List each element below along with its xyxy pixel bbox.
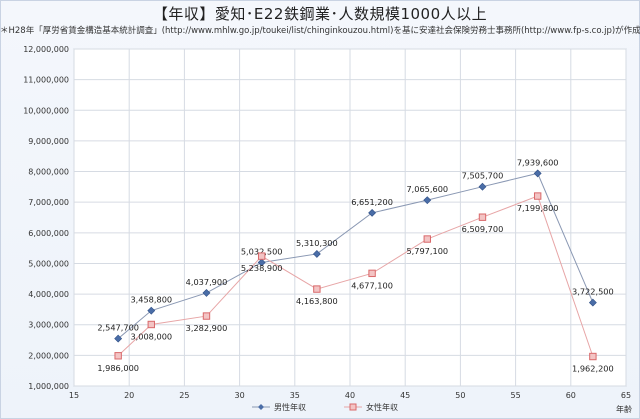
data-label: 4,677,100: [351, 280, 393, 290]
y-tick-label: 10,000,000: [23, 106, 69, 115]
data-label: 4,163,800: [296, 296, 338, 306]
data-label: 5,032,500: [241, 246, 283, 256]
data-point-female: [589, 352, 597, 361]
data-point-female: [533, 192, 542, 200]
data-point-female: [313, 285, 321, 293]
legend-marker-square: [349, 403, 357, 411]
y-tick-label: 6,000,000: [28, 229, 69, 238]
data-label: 5,310,300: [296, 238, 338, 248]
data-label: 7,199,800: [517, 203, 559, 213]
y-tick-label: 3,000,000: [28, 321, 69, 330]
y-tick-label: 5,000,000: [28, 259, 69, 268]
data-label: 3,458,800: [130, 295, 172, 305]
data-point-female: [478, 213, 487, 221]
x-tick-label: 50: [455, 391, 465, 400]
y-tick-label: 7,000,000: [28, 198, 69, 207]
y-tick-label: 2,000,000: [28, 351, 69, 360]
data-point-male: [423, 196, 432, 205]
data-label: 7,065,600: [406, 184, 448, 194]
data-point-male: [368, 208, 377, 217]
data-label: 3,722,500: [572, 287, 614, 297]
data-label: 1,962,200: [572, 364, 614, 374]
x-tick-label: 40: [345, 391, 355, 400]
data-point-female: [147, 320, 155, 329]
data-label: 6,509,700: [462, 224, 504, 234]
data-label: 4,037,900: [186, 277, 228, 287]
x-axis-label: 年齢: [616, 404, 632, 414]
data-point-male: [533, 169, 542, 178]
legend-entry: 女性年収: [366, 402, 398, 412]
data-point-female: [202, 312, 211, 320]
y-tick-label: 12,000,000: [23, 45, 69, 54]
y-tick-label: 8,000,000: [28, 168, 69, 177]
data-point-male: [257, 258, 266, 267]
data-label: 6,651,200: [351, 197, 393, 207]
x-tick-label: 45: [400, 391, 410, 400]
y-tick-label: 1,000,000: [28, 382, 69, 391]
data-point-male: [147, 306, 156, 315]
x-tick-label: 55: [511, 391, 521, 400]
data-point-female: [114, 352, 122, 360]
legend-marker-diamond: [258, 404, 264, 410]
data-point-male: [312, 250, 321, 258]
data-label: 3,008,000: [130, 331, 172, 341]
data-label: 7,505,700: [462, 171, 504, 181]
x-tick-label: 15: [69, 391, 79, 400]
data-point-male: [202, 289, 211, 297]
chart-title: 【年収】愛知･E22鉄鋼業･人数規模1000人以上: [152, 5, 488, 23]
data-point-male: [478, 182, 487, 191]
series-line-female: [117, 195, 594, 357]
data-label: 5,238,900: [241, 263, 283, 273]
data-point-male: [114, 334, 123, 343]
series-line-male: [117, 172, 594, 339]
chart-subtitle: ＊H28年「厚労省賃金構造基本統計調査」(http://www.mhlw.go.…: [0, 26, 640, 36]
data-label: 1,986,000: [97, 363, 139, 373]
y-tick-label: 9,000,000: [28, 137, 69, 146]
x-tick-label: 30: [235, 391, 245, 400]
data-point-female: [257, 252, 266, 260]
x-tick-label: 25: [179, 391, 189, 400]
data-point-female: [423, 235, 431, 243]
x-tick-label: 60: [566, 391, 576, 400]
data-label: 2,547,700: [97, 323, 139, 333]
x-tick-label: 65: [621, 391, 631, 400]
data-label: 7,939,600: [517, 157, 559, 167]
y-tick-label: 11,000,000: [23, 76, 69, 85]
data-point-female: [368, 269, 376, 278]
x-tick-label: 35: [290, 391, 300, 400]
data-point-male: [588, 298, 597, 307]
y-tick-label: 4,000,000: [28, 290, 69, 299]
data-label: 5,797,100: [406, 246, 448, 256]
data-label: 3,282,900: [186, 323, 228, 333]
x-tick-label: 20: [124, 391, 134, 400]
legend-entry: 男性年収: [274, 402, 306, 412]
